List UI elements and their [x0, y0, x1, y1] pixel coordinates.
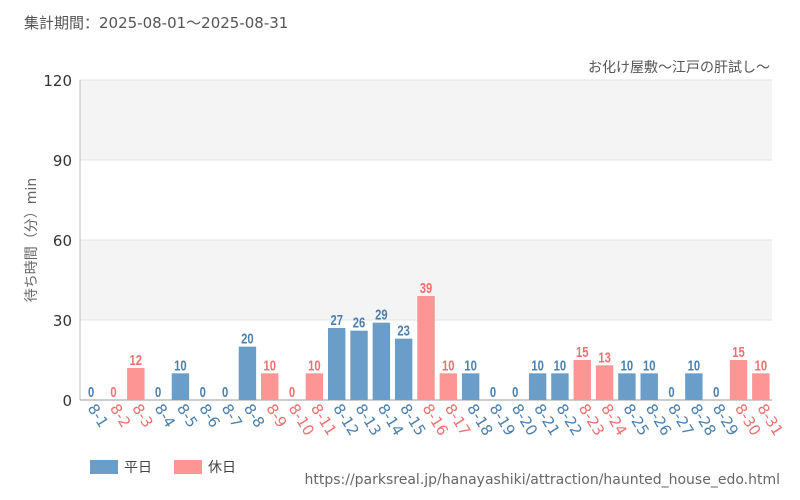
bar-8-25 — [618, 373, 636, 400]
bar-8-18 — [461, 373, 480, 400]
data-label-8-15: 23 — [397, 322, 410, 339]
legend-item-holiday: 休日 — [174, 457, 236, 477]
data-label-8-21: 10 — [531, 357, 544, 374]
x-tick-label-8-3: 8-3 — [128, 401, 156, 431]
legend-label-holiday: 休日 — [208, 460, 236, 476]
bar-8-8 — [238, 346, 257, 400]
data-label-8-19: 0 — [490, 383, 496, 400]
data-label-8-5: 10 — [174, 357, 187, 374]
bar-8-28 — [685, 373, 703, 400]
legend-item-weekday: 平日 — [90, 457, 152, 477]
data-label-8-25: 10 — [621, 357, 634, 374]
chart-title: お化け屋敷～江戸の肝試し～ — [588, 60, 770, 76]
data-label-8-13: 26 — [353, 314, 366, 331]
bar-8-14 — [372, 322, 391, 400]
x-tick-label-8-4: 8-4 — [151, 401, 179, 431]
plot-band — [80, 160, 772, 240]
data-label-8-27: 0 — [668, 383, 674, 400]
bar-8-22 — [551, 373, 569, 400]
x-tick-label-8-7: 8-7 — [218, 401, 246, 431]
data-label-8-18: 10 — [464, 357, 477, 374]
bar-8-17 — [439, 373, 458, 400]
bar-8-11 — [305, 373, 324, 400]
data-label-8-4: 0 — [155, 383, 161, 400]
bar-8-23 — [573, 360, 591, 400]
data-label-8-6: 0 — [200, 383, 206, 400]
bar-8-9 — [261, 373, 279, 400]
y-tick-label: 90 — [53, 152, 72, 170]
x-tick-label-8-5: 8-5 — [173, 401, 201, 431]
data-label-8-8: 20 — [241, 330, 254, 347]
legend-label-weekday: 平日 — [124, 460, 152, 476]
x-tick-label-8-1: 8-1 — [84, 401, 112, 431]
data-label-8-16: 39 — [420, 279, 433, 296]
data-label-8-7: 0 — [222, 383, 228, 400]
data-label-8-22: 10 — [554, 357, 567, 374]
x-tick-label-8-2: 8-2 — [106, 401, 134, 431]
bar-8-13 — [350, 330, 368, 400]
legend-swatch-holiday — [174, 460, 202, 474]
y-tick-label: 0 — [62, 392, 72, 410]
chart-legend: 平日 休日 — [90, 457, 258, 477]
data-label-8-9: 10 — [263, 357, 276, 374]
data-label-8-28: 10 — [688, 357, 701, 374]
y-axis-label: 待ち時間（分）min — [24, 178, 40, 302]
period-label: 集計期間：2025-08-01～2025-08-31 — [24, 14, 289, 32]
bar-8-30 — [729, 360, 748, 400]
data-label-8-23: 15 — [576, 343, 589, 360]
y-tick-label: 30 — [53, 312, 72, 330]
bar-8-15 — [394, 338, 413, 400]
data-label-8-20: 0 — [512, 383, 518, 400]
bar-8-31 — [752, 373, 770, 400]
data-label-8-26: 10 — [643, 357, 656, 374]
bar-8-12 — [328, 328, 346, 400]
bar-8-26 — [640, 373, 658, 400]
data-label-8-29: 0 — [713, 383, 719, 400]
data-label-8-17: 10 — [442, 357, 455, 374]
legend-swatch-weekday — [90, 460, 118, 474]
data-label-8-30: 15 — [732, 343, 745, 360]
bar-8-21 — [528, 373, 547, 400]
data-label-8-1: 0 — [88, 383, 94, 400]
data-label-8-2: 0 — [110, 383, 116, 400]
x-tick-label-8-8: 8-8 — [240, 401, 268, 431]
data-label-8-14: 29 — [375, 306, 388, 323]
data-label-8-10: 0 — [289, 383, 295, 400]
y-tick-label: 60 — [53, 232, 72, 250]
bar-8-16 — [417, 296, 435, 400]
bar-8-5 — [171, 373, 190, 400]
x-tick-label-8-6: 8-6 — [195, 401, 223, 431]
bar-8-3 — [127, 368, 145, 400]
bar-8-24 — [595, 365, 614, 400]
x-tick-label-8-9: 8-9 — [262, 401, 290, 431]
data-label-8-24: 13 — [598, 349, 611, 366]
data-label-8-12: 27 — [330, 311, 343, 328]
data-label-8-3: 12 — [130, 351, 143, 368]
y-tick-label: 120 — [43, 72, 72, 90]
plot-band — [80, 80, 772, 160]
data-label-8-31: 10 — [755, 357, 768, 374]
source-url: https://parksreal.jp/hanayashiki/attract… — [304, 472, 780, 488]
data-label-8-11: 10 — [308, 357, 321, 374]
